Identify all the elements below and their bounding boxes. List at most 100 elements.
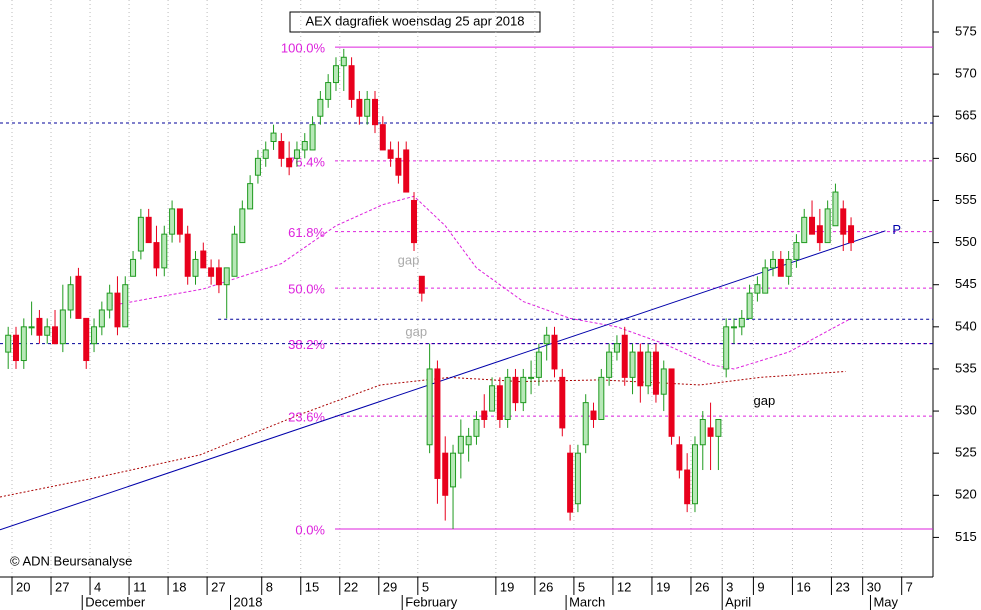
x-tick-label: 20	[16, 579, 30, 594]
x-tick-label: 19	[500, 579, 514, 594]
candle-body	[44, 326, 51, 336]
fib-label: 76.4%	[288, 154, 325, 169]
candle-body	[848, 225, 855, 244]
y-tick-label: 545	[955, 276, 977, 291]
candle-body	[325, 82, 332, 100]
x-tick-label: 12	[617, 579, 631, 594]
candle-body	[426, 368, 433, 446]
y-tick-label: 535	[955, 360, 977, 375]
candle-body	[371, 98, 378, 126]
candle-body	[75, 275, 82, 319]
candle-body	[364, 98, 371, 117]
candle-body	[418, 275, 425, 294]
candle-body	[301, 141, 308, 151]
candle-body	[161, 233, 168, 269]
candle-body	[270, 132, 277, 143]
candle-body	[192, 258, 199, 277]
candle-body	[395, 157, 402, 176]
x-tick-label: 3	[726, 579, 733, 594]
candle-body	[247, 183, 254, 210]
candle-body	[12, 334, 19, 362]
fib-label: 50.0%	[288, 282, 325, 297]
candle-body	[450, 452, 457, 488]
candle-body	[457, 435, 464, 454]
candle-body	[621, 334, 628, 378]
candle-body	[169, 208, 176, 235]
candle-body	[176, 208, 183, 235]
y-tick-label: 555	[955, 192, 977, 207]
x-tick-label: 9	[757, 579, 764, 594]
candle-body	[730, 326, 737, 329]
candle-body	[59, 309, 66, 345]
x-tick-label: 26	[695, 579, 709, 594]
y-tick-label: 525	[955, 445, 977, 460]
candle-body	[98, 309, 105, 328]
candle-body	[598, 376, 605, 420]
x-tick-label: 15	[305, 579, 319, 594]
month-label: February	[405, 594, 458, 609]
candle-body	[645, 351, 652, 387]
x-tick-label: 29	[383, 579, 397, 594]
candle-body	[824, 208, 831, 244]
annotation: gap	[405, 324, 427, 339]
candle-body	[699, 418, 706, 446]
x-tick-label: 23	[835, 579, 849, 594]
candle-body	[762, 267, 769, 294]
candle-body	[676, 444, 683, 471]
candle-body	[567, 452, 574, 513]
candle-body	[613, 343, 620, 353]
x-tick-label: 27	[211, 579, 225, 594]
x-tick-label: 5	[422, 579, 429, 594]
candle-body	[535, 351, 542, 378]
candle-body	[317, 98, 324, 117]
candle-body	[582, 402, 589, 446]
candle-body	[574, 452, 581, 505]
candle-body	[832, 191, 839, 227]
candle-body	[770, 258, 777, 269]
candle-body	[145, 216, 152, 244]
candle-body	[723, 326, 730, 370]
candle-body	[496, 385, 503, 420]
candle-body	[809, 216, 816, 235]
candle-body	[691, 444, 698, 505]
candle-body	[465, 435, 472, 446]
candle-body	[184, 233, 191, 277]
candle-body	[208, 267, 215, 277]
candle-body	[348, 65, 355, 100]
month-label: March	[569, 594, 605, 609]
candle-body	[551, 334, 558, 370]
candle-body	[83, 317, 90, 362]
candle-body	[403, 149, 410, 193]
candle-body	[512, 376, 519, 404]
y-tick-label: 515	[955, 529, 977, 544]
x-tick-label: 27	[55, 579, 69, 594]
candle-body	[590, 410, 597, 420]
month-label: May	[873, 594, 898, 609]
candle-body	[340, 56, 347, 67]
candle-body	[293, 149, 300, 159]
candle-body	[520, 376, 527, 404]
fib-label: 23.6%	[288, 410, 325, 425]
candle-body	[816, 225, 823, 244]
fib-label: 100.0%	[281, 41, 326, 56]
candle-body	[5, 334, 12, 353]
candle-body	[200, 250, 207, 269]
y-tick-label: 520	[955, 487, 977, 502]
candle-body	[262, 149, 269, 159]
annotation: gap	[754, 393, 776, 408]
candle-body	[332, 65, 339, 84]
fib-label: 38.2%	[288, 337, 325, 352]
candle-body	[668, 368, 675, 437]
y-tick-label: 540	[955, 318, 977, 333]
candle-body	[707, 427, 714, 437]
candle-body	[52, 326, 59, 345]
x-tick-label: 5	[578, 579, 585, 594]
candle-body	[684, 469, 691, 505]
candle-body	[379, 124, 386, 151]
candle-body	[660, 368, 667, 395]
month-label: December	[85, 594, 146, 609]
candle-body	[840, 208, 847, 235]
y-tick-label: 565	[955, 108, 977, 123]
x-tick-label: 19	[656, 579, 670, 594]
